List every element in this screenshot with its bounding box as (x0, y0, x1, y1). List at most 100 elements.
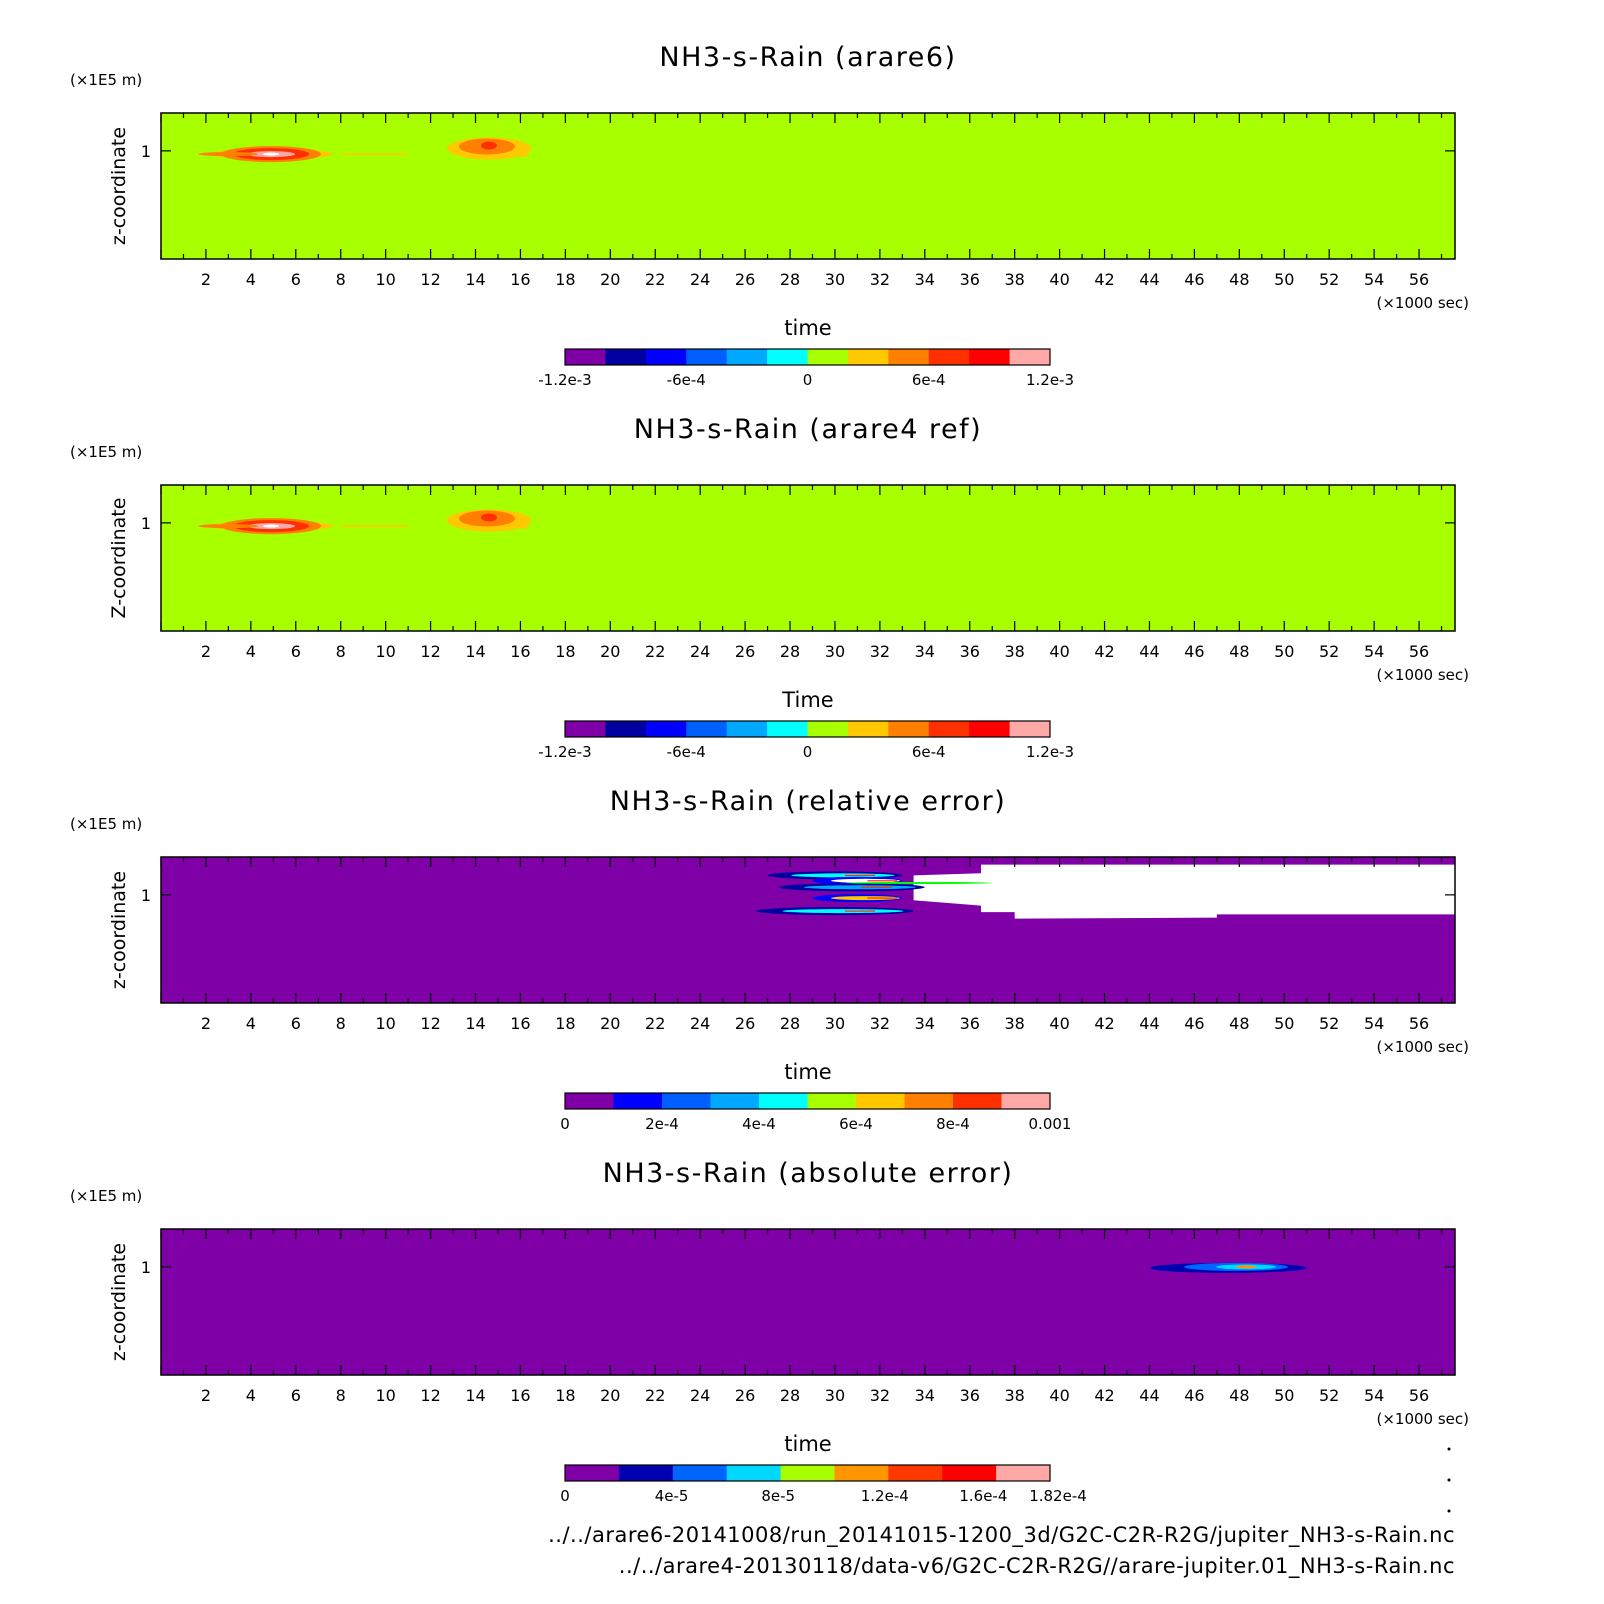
x-tick-label: 38 (1005, 1386, 1025, 1405)
colorbar-segment (759, 1093, 808, 1109)
colorbar: 0 2e-4 4e-4 6e-4 8e-4 0.001 (560, 1092, 1072, 1133)
x-tick-label: 24 (690, 270, 710, 289)
colorbar-segment (767, 349, 808, 365)
source-file-path-1: ../../arare6-20141008/run_20141015-1200_… (548, 1523, 1455, 1548)
error-streak-inner (830, 878, 900, 883)
x-tick-label: 18 (555, 270, 575, 289)
x-tick-label: 50 (1274, 270, 1294, 289)
colorbar-segment (807, 349, 849, 365)
y-axis-units: (×1E5 m) (70, 443, 142, 461)
colorbar-label: -1.2e-3 (538, 743, 591, 761)
x-tick-label: 10 (375, 642, 395, 661)
x-tick-label: 22 (645, 1386, 665, 1405)
error-streak-core (867, 880, 898, 882)
colorbar-frame (564, 1464, 1051, 1482)
x-tick-label: 42 (1094, 270, 1114, 289)
chart-title: NH3-s-Rain (absolute error) (603, 1158, 1014, 1189)
x-tick-label: 26 (735, 270, 755, 289)
x-tick-label: 52 (1319, 1014, 1339, 1033)
x-tick-label: 22 (645, 1014, 665, 1033)
x-tick-label: 6 (291, 642, 301, 661)
x-axis-label: Time (781, 688, 833, 712)
colorbar-label: 0.001 (1029, 1115, 1072, 1133)
colorbar-label: -1.2e-3 (538, 371, 591, 389)
x-tick-label: 34 (915, 270, 935, 289)
x-tick-label: 30 (825, 1386, 845, 1405)
x-tick-label: 12 (420, 1386, 440, 1405)
x-tick-label: 42 (1094, 1014, 1114, 1033)
x-tick-label: 4 (246, 1386, 256, 1405)
rain-streak-mid (340, 153, 409, 156)
x-tick-label: 8 (336, 1386, 346, 1405)
undefined-region (913, 864, 1455, 919)
x-tick-label: 50 (1274, 1014, 1294, 1033)
colorbar-label: 8e-5 (761, 1487, 795, 1505)
rain-blob-core (263, 524, 280, 528)
x-tick-label: 46 (1184, 1386, 1204, 1405)
x-tick-label: 28 (780, 270, 800, 289)
plot-frame (160, 856, 1456, 1004)
colorbar-segment (686, 721, 728, 737)
x-tick-label: 24 (690, 1014, 710, 1033)
colorbar-segment (1009, 349, 1051, 365)
y-tick-label: 1 (141, 1258, 151, 1277)
colorbar-segment (888, 349, 930, 365)
x-tick-label: 42 (1094, 642, 1114, 661)
x-axis-label: time (784, 316, 831, 340)
x-tick-label: 30 (825, 1014, 845, 1033)
plot-area (161, 1229, 1455, 1375)
colorbar-segment (726, 349, 768, 365)
colorbar-label: 2e-4 (645, 1115, 679, 1133)
y-axis-label: z-coordinate (108, 871, 130, 989)
x-tick-label: 48 (1229, 270, 1249, 289)
x-tick-label: 40 (1049, 1014, 1069, 1033)
x-tick-label: 2 (201, 1014, 211, 1033)
field-background (161, 1229, 1455, 1375)
colorbar-frame (564, 1092, 1051, 1110)
colorbar-segment (942, 1465, 997, 1481)
colorbar-frame (564, 348, 1051, 366)
colorbar-label: 1.2e-3 (1026, 743, 1074, 761)
x-tick-label: 14 (465, 1386, 485, 1405)
x-tick-label: 6 (291, 270, 301, 289)
y-tick-label: 1 (141, 886, 151, 905)
x-tick-label: 32 (870, 270, 890, 289)
colorbar-segment (1001, 1093, 1051, 1109)
colorbar: -1.2e-3 -6e-4 0 6e-4 1.2e-3 (538, 720, 1074, 761)
x-tick-label: 18 (555, 1386, 575, 1405)
colorbar-label: 4e-4 (742, 1115, 776, 1133)
x-tick-label: 24 (690, 642, 710, 661)
x-tick-label: 28 (780, 1014, 800, 1033)
abs-error-peak (1236, 1265, 1257, 1269)
colorbar-segment (856, 1093, 905, 1109)
y-axis-units: (×1E5 m) (70, 71, 142, 89)
chart-title: NH3-s-Rain (relative error) (610, 786, 1007, 817)
x-tick-label: 36 (960, 270, 980, 289)
x-tick-label: 34 (915, 642, 935, 661)
x-tick-label: 26 (735, 642, 755, 661)
x-tick-label: 4 (246, 1014, 256, 1033)
plot-frame (160, 484, 1456, 632)
x-tick-label: 46 (1184, 1014, 1204, 1033)
colorbar-segment (888, 1465, 943, 1481)
x-tick-label: 42 (1094, 1386, 1114, 1405)
colorbar-segment (928, 349, 970, 365)
colorbar-segment (672, 1465, 728, 1481)
x-tick-label: 14 (465, 270, 485, 289)
corner-dots (1447, 1447, 1451, 1513)
x-tick-label: 28 (780, 1386, 800, 1405)
colorbar-label: 0 (803, 743, 813, 761)
x-tick-label: 14 (465, 1014, 485, 1033)
x-tick-label: 14 (465, 642, 485, 661)
colorbar-segment (726, 1465, 782, 1481)
colorbar-segment (834, 1465, 889, 1481)
x-tick-label: 36 (960, 1014, 980, 1033)
x-tick-label: 10 (375, 1386, 395, 1405)
x-axis-label: time (784, 1060, 831, 1084)
error-streak-inner (803, 885, 916, 890)
y-tick-label: 1 (141, 142, 151, 161)
field-background (161, 113, 1455, 259)
rain-blob2-tail (518, 154, 529, 157)
plot-area (161, 857, 1455, 1003)
